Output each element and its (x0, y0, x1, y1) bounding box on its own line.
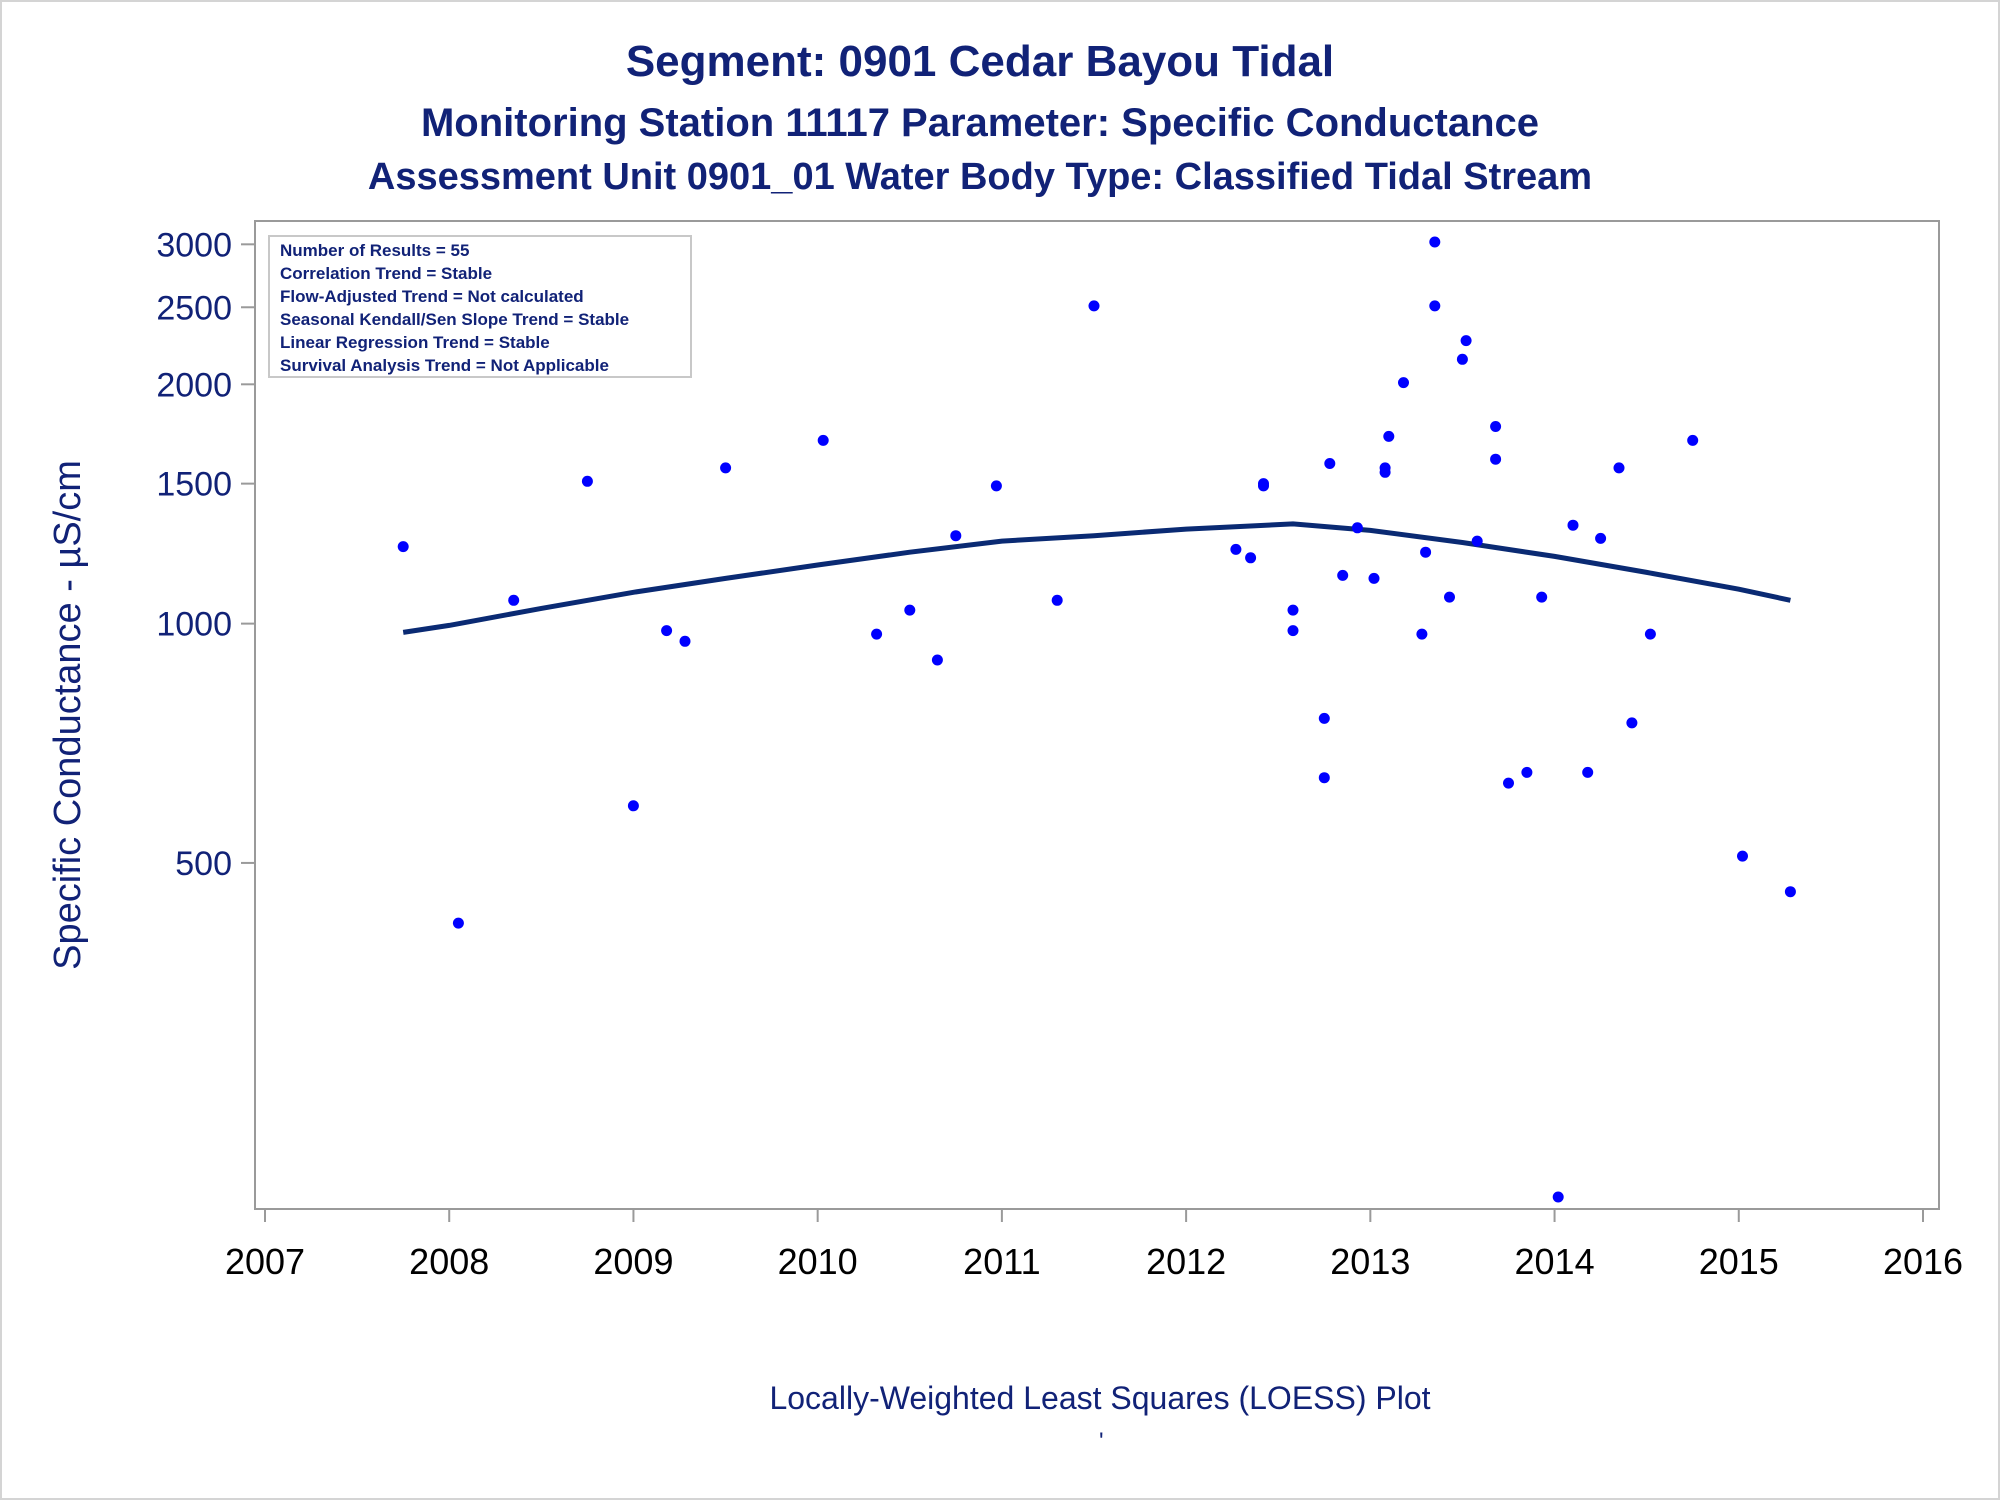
data-point (817, 434, 829, 446)
data-point (1383, 430, 1395, 442)
x-tick-label: 2007 (225, 1241, 305, 1282)
loess-trend-line (402, 521, 1791, 635)
data-point (1536, 591, 1548, 603)
data-point (1398, 377, 1409, 389)
data-point (1287, 625, 1299, 637)
data-point (452, 917, 464, 929)
data-point (1351, 522, 1363, 534)
legend-entry: Number of Results = 55 (280, 241, 469, 260)
data-point (1420, 546, 1432, 558)
data-point (1258, 478, 1269, 490)
y-axis: 500 1000 1500 2000 2500 3000 (156, 226, 255, 883)
data-point (720, 462, 732, 474)
legend-entry: Seasonal Kendall/Sen Slope Trend = Stabl… (280, 310, 629, 329)
data-point (1613, 462, 1625, 474)
data-point (1368, 572, 1380, 584)
data-point (1460, 335, 1472, 347)
legend: Number of Results = 55 Correlation Trend … (268, 235, 692, 378)
data-point (661, 625, 673, 637)
x-tick-label: 2015 (1699, 1241, 1779, 1282)
data-point (1318, 712, 1330, 724)
data-point (1230, 543, 1242, 555)
data-point (581, 475, 593, 487)
legend-entry: Correlation Trend = Stable (280, 264, 492, 283)
data-point (627, 800, 639, 812)
data-point (1784, 886, 1796, 898)
x-tick-label: 2014 (1515, 1241, 1595, 1282)
data-point (1245, 552, 1257, 564)
y-tick-label: 1500 (156, 466, 232, 504)
y-tick-label: 3000 (156, 226, 232, 264)
data-point (1088, 300, 1100, 312)
chart-subtitle: Monitoring Station 11117 Parameter: Spec… (420, 101, 1540, 145)
x-axis: 2007 2008 2009 2010 2011 2012 2013 2014 2015 2016 (225, 1209, 1963, 1282)
data-point (1595, 532, 1607, 544)
legend-entry: Survival Analysis Trend = Not Applicable (280, 356, 609, 375)
data-point (1287, 604, 1299, 616)
y-tick-label: 1000 (156, 606, 232, 644)
plot-area (254, 220, 1940, 1210)
x-tick-label: 2013 (1330, 1241, 1410, 1282)
data-point (508, 594, 520, 606)
x-tick-label: 2012 (1146, 1241, 1226, 1282)
x-tick-label: 2008 (409, 1241, 489, 1282)
data-point (931, 654, 943, 666)
data-point (1552, 1191, 1564, 1203)
data-point (679, 635, 691, 647)
legend-box (268, 235, 692, 378)
data-point (990, 480, 1002, 492)
data-point (1444, 591, 1455, 603)
x-tick-label: 2016 (1883, 1241, 1963, 1282)
data-point (1471, 535, 1483, 547)
data-point (1737, 850, 1748, 862)
x-tick-label: 2009 (593, 1241, 673, 1282)
x-tick-label: 2010 (778, 1241, 858, 1282)
data-point (1582, 766, 1594, 778)
data-point (1490, 453, 1502, 465)
data-point (1051, 594, 1063, 606)
data-point (1379, 466, 1391, 478)
data-point (871, 628, 883, 640)
data-point (1567, 519, 1579, 531)
data-point (1456, 353, 1468, 365)
y-axis-label: Specific Conductance - µS/cm (47, 460, 89, 970)
footnote: Locally-Weighted Least Squares (LOESS) P… (769, 1380, 1431, 1416)
chart-title: Segment: 0901 Cedar Bayou Tidal (625, 37, 1335, 86)
data-point (397, 541, 409, 553)
data-point (1490, 421, 1502, 432)
x-tick-label: 2011 (963, 1241, 1040, 1282)
footnote-mark: ' (1099, 1428, 1104, 1455)
data-point (1626, 717, 1638, 729)
data-point (950, 530, 962, 542)
data-point (1687, 434, 1699, 446)
data-point (904, 604, 916, 616)
data-point (1521, 766, 1533, 778)
legend-entry: Flow-Adjusted Trend = Not calculated (280, 287, 584, 306)
data-point (1416, 628, 1428, 640)
data-point (1644, 628, 1656, 640)
data-point (1503, 777, 1514, 789)
data-point (1324, 458, 1336, 469)
y-tick-label: 500 (175, 845, 232, 883)
data-point (1429, 300, 1441, 312)
y-tick-label: 2000 (156, 366, 232, 404)
data-point (1429, 236, 1441, 248)
legend-entry: Linear Regression Trend = Stable (280, 333, 550, 352)
y-tick-label: 2500 (156, 289, 232, 327)
data-point (1318, 772, 1330, 784)
data-point (1337, 569, 1349, 581)
chart-subtitle-2: Assessment Unit 0901_01 Water Body Type:… (367, 156, 1593, 198)
data-points (397, 236, 1796, 1203)
